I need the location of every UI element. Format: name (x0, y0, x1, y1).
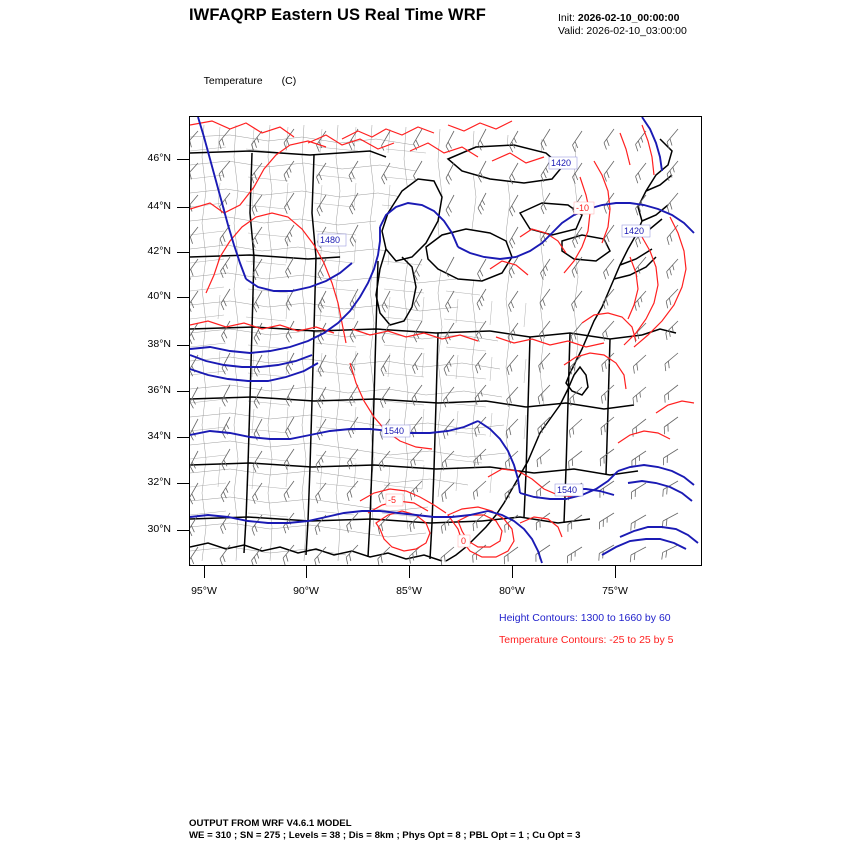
longitude-tick-label: 85°W (396, 585, 422, 597)
longitude-tick-label: 80°W (499, 585, 525, 597)
longitude-tick-label: 90°W (293, 585, 319, 597)
model-footer: OUTPUT FROM WRF V4.6.1 MODEL WE = 310 ; … (189, 818, 580, 841)
contour-legend: Height Contours: 1300 to 1660 by 60 Temp… (499, 607, 674, 651)
variable-name-temperature: Temperature (203, 75, 263, 88)
svg-text:1420: 1420 (551, 158, 571, 168)
svg-text:0: 0 (461, 536, 466, 546)
height-contour-legend: Height Contours: 1300 to 1660 by 60 (499, 612, 671, 624)
longitude-tick-label: 75°W (602, 585, 628, 597)
latitude-tick-label: 40°N (147, 290, 171, 302)
latitude-tick-label: 32°N (147, 476, 171, 488)
init-time-value: 2026-02-10_00:00:00 (577, 12, 680, 24)
latitude-tick-label: 42°N (147, 245, 171, 257)
latitude-tick (177, 345, 189, 347)
longitude-tick (512, 566, 514, 578)
variable-unit-temperature: (C) (281, 75, 297, 88)
page-title: IWFAQRP Eastern US Real Time WRF (189, 6, 486, 24)
footer-line-params: WE = 310 ; SN = 275 ; Levels = 38 ; Dis … (189, 829, 581, 841)
init-label: Init: (558, 12, 575, 24)
latitude-tick (177, 530, 189, 532)
svg-text:-10: -10 (576, 203, 589, 213)
longitude-tick (409, 566, 411, 578)
map-panel[interactable]: 1420 1480 1420 1540 1540 (189, 116, 702, 566)
longitude-tick-label: 95°W (191, 585, 217, 597)
temperature-contour-legend: Temperature Contours: -25 to 25 by 5 (499, 634, 674, 646)
valid-label: Valid: (558, 25, 584, 37)
longitude-tick (306, 566, 308, 578)
latitude-tick-label: 30°N (147, 523, 171, 535)
latitude-tick-label: 34°N (147, 430, 171, 442)
longitude-tick (615, 566, 617, 578)
latitude-tick (177, 297, 189, 299)
latitude-tick (177, 252, 189, 254)
svg-text:-5: -5 (388, 495, 396, 505)
valid-time-value: 2026-02-10_03:00:00 (586, 25, 687, 37)
svg-text:1540: 1540 (557, 485, 577, 495)
latitude-tick (177, 391, 189, 393)
longitude-tick (204, 566, 206, 578)
footer-line-model: OUTPUT FROM WRF V4.6.1 MODEL (189, 818, 352, 829)
valid-time-row: Valid: 2026-02-10_03:00:00 (558, 25, 687, 38)
latitude-tick (177, 483, 189, 485)
latitude-tick-label: 44°N (147, 200, 171, 212)
svg-text:1420: 1420 (624, 226, 644, 236)
svg-text:1540: 1540 (384, 426, 404, 436)
latitude-tick (177, 437, 189, 439)
init-time-row: Init: 2026-02-10_00:00:00 (558, 12, 687, 25)
variable-row-temperature: Temperature (C) (192, 62, 297, 102)
model-timestamp-block: Init: 2026-02-10_00:00:00 Valid: 2026-02… (558, 12, 687, 38)
latitude-tick (177, 159, 189, 161)
svg-text:1480: 1480 (320, 235, 340, 245)
latitude-tick-label: 38°N (147, 338, 171, 350)
latitude-tick (177, 207, 189, 209)
latitude-tick-label: 46°N (147, 152, 171, 164)
latitude-tick-label: 36°N (147, 384, 171, 396)
